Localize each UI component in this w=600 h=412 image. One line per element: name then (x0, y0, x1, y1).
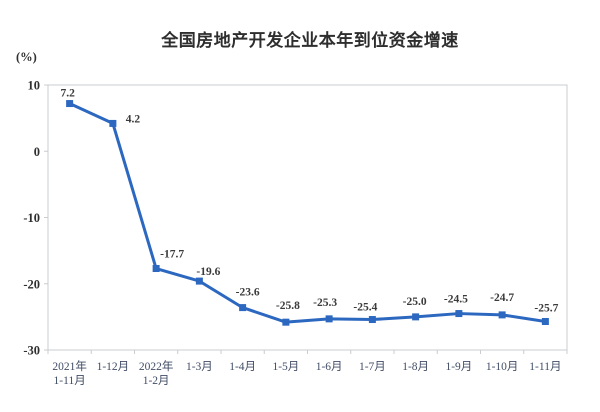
x-tick-label: 1-11月 (54, 375, 86, 387)
data-point-marker (325, 315, 333, 323)
data-label: 7.2 (60, 88, 75, 100)
data-label: -17.7 (160, 249, 184, 261)
data-label: -25.0 (403, 296, 427, 308)
data-point-marker (412, 313, 420, 321)
data-point-marker (455, 310, 463, 318)
data-point-marker (152, 265, 160, 273)
x-tick-label: 1-4月 (229, 361, 256, 373)
data-point-marker (66, 100, 74, 108)
data-point-marker (541, 318, 549, 326)
x-tick-label: 2021年 (52, 359, 87, 373)
data-label: -24.7 (490, 292, 514, 304)
y-axis-unit-label: (%) (16, 50, 37, 64)
x-tick-label: 1-11月 (529, 361, 561, 373)
data-point-marker (195, 277, 203, 285)
x-tick-label: 1-3月 (186, 361, 213, 373)
series-line (68, 102, 547, 324)
x-tick-label: 1-10月 (486, 361, 519, 373)
y-tick-label: 0 (34, 145, 40, 159)
data-label: -25.3 (313, 297, 337, 309)
x-tick-label: 1-2月 (143, 375, 170, 387)
y-tick-label: -20 (23, 277, 40, 291)
x-tick-label: 1-6月 (316, 361, 343, 373)
x-tick-label: 1-5月 (272, 361, 299, 373)
y-tick-label: 10 (28, 79, 41, 93)
data-point-marker (282, 318, 290, 326)
chart-title: 全国房地产开发企业本年到位资金增速 (161, 31, 459, 50)
data-point-marker (498, 311, 506, 319)
x-tick-label: 1-9月 (445, 361, 472, 373)
data-label: 4.2 (126, 113, 141, 125)
data-label: -24.5 (444, 294, 468, 306)
x-tick-label: 1-12月 (97, 361, 130, 373)
x-tick-label: 2022年 (139, 359, 174, 373)
y-tick-label: -30 (23, 344, 40, 358)
y-tick-label: -10 (23, 211, 40, 225)
data-label: -19.6 (196, 266, 220, 278)
data-label: -23.6 (236, 287, 260, 299)
data-point-marker (109, 119, 117, 127)
data-point-marker (368, 316, 376, 324)
data-label: -25.7 (534, 303, 558, 315)
data-label: -25.4 (353, 302, 377, 314)
data-label: -25.8 (276, 300, 300, 312)
x-tick-label: 1-7月 (359, 361, 386, 373)
x-tick-label: 1-8月 (402, 361, 429, 373)
data-point-marker (239, 304, 247, 312)
